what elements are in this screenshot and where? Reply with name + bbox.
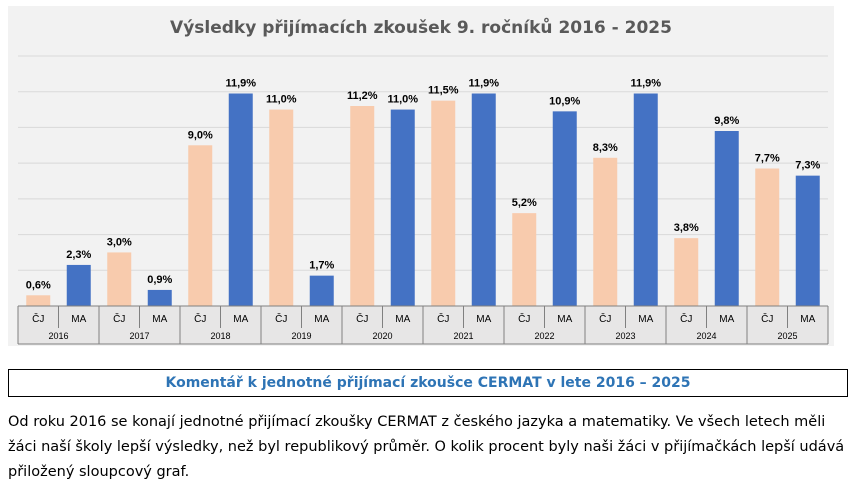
year-label-2020: 2020 xyxy=(372,331,392,341)
bar-cj-2018 xyxy=(188,145,213,306)
tick-label-ma: MA xyxy=(71,314,86,325)
bar-ma-2022 xyxy=(552,111,577,306)
tick-label-cj: ČJ xyxy=(113,312,125,325)
tick-label-ma: MA xyxy=(314,314,329,325)
gridlines xyxy=(18,55,828,271)
data-label-cj-2023: 8,3% xyxy=(593,142,618,154)
bar-cj-2020 xyxy=(350,106,375,306)
bar-ma-2021 xyxy=(471,93,496,306)
year-label-2025: 2025 xyxy=(777,331,797,341)
data-label-cj-2018: 9,0% xyxy=(188,129,213,141)
bar-cj-2017 xyxy=(107,252,132,306)
data-label-ma-2020: 11,0% xyxy=(387,94,418,106)
bar-ma-2025 xyxy=(795,175,820,306)
data-label-cj-2016: 0,6% xyxy=(26,279,51,291)
bar-cj-2016 xyxy=(26,295,51,306)
bar-ma-2023 xyxy=(633,93,658,306)
year-label-2017: 2017 xyxy=(129,331,149,341)
tick-label-ma: MA xyxy=(476,314,491,325)
tick-label-ma: MA xyxy=(800,314,815,325)
tick-label-cj: ČJ xyxy=(356,312,368,325)
comment-box: Komentář k jednotné přijímací zkoušce CE… xyxy=(8,369,848,397)
year-label-2021: 2021 xyxy=(453,331,473,341)
tick-label-ma: MA xyxy=(557,314,572,325)
bar-cj-2021 xyxy=(431,100,456,307)
bar-cj-2019 xyxy=(269,109,294,306)
data-label-cj-2025: 7,7% xyxy=(755,153,780,165)
comment-text: Od roku 2016 se konají jednotné přijímac… xyxy=(8,414,845,480)
bar-ma-2024 xyxy=(714,131,739,306)
data-label-ma-2016: 2,3% xyxy=(66,249,91,261)
tick-label-ma: MA xyxy=(233,314,248,325)
bar-ma-2016 xyxy=(66,264,91,306)
data-label-ma-2022: 10,9% xyxy=(549,95,580,107)
chart-panel: Výsledky přijímacích zkoušek 9. ročníků … xyxy=(8,6,834,346)
tick-label-cj: ČJ xyxy=(275,312,287,325)
tick-label-cj: ČJ xyxy=(437,312,449,325)
data-label-cj-2022: 5,2% xyxy=(512,197,537,209)
comment-title: Komentář k jednotné přijímací zkoušce CE… xyxy=(165,375,691,391)
data-label-ma-2024: 9,8% xyxy=(714,115,739,127)
year-label-2023: 2023 xyxy=(615,331,635,341)
chart-title: Výsledky přijímacích zkoušek 9. ročníků … xyxy=(170,16,672,38)
year-label-2022: 2022 xyxy=(534,331,554,341)
tick-label-cj: ČJ xyxy=(599,312,611,325)
data-label-cj-2017: 3,0% xyxy=(107,236,132,248)
bar-ma-2020 xyxy=(390,109,415,306)
tick-label-ma: MA xyxy=(152,314,167,325)
year-label-2024: 2024 xyxy=(696,331,716,341)
data-label-ma-2017: 0,9% xyxy=(147,274,172,286)
bar-ma-2017 xyxy=(147,289,172,306)
bar-chart: Výsledky přijímacích zkoušek 9. ročníků … xyxy=(17,16,829,345)
data-label-ma-2021: 11,9% xyxy=(468,78,499,90)
data-label-cj-2021: 11,5% xyxy=(428,85,459,97)
bars xyxy=(26,93,820,307)
bar-ma-2019 xyxy=(309,275,334,306)
data-label-ma-2023: 11,9% xyxy=(630,78,661,90)
tick-label-cj: ČJ xyxy=(761,312,773,325)
tick-label-cj: ČJ xyxy=(680,312,692,325)
year-label-2019: 2019 xyxy=(291,331,311,341)
data-label-ma-2019: 1,7% xyxy=(309,260,334,272)
bar-cj-2022 xyxy=(512,213,537,306)
data-label-ma-2018: 11,9% xyxy=(225,78,256,90)
data-label-cj-2024: 3,8% xyxy=(674,222,699,234)
bar-ma-2018 xyxy=(228,93,253,306)
tick-label-ma: MA xyxy=(719,314,734,325)
tick-label-ma: MA xyxy=(395,314,410,325)
year-label-2016: 2016 xyxy=(48,331,68,341)
tick-label-cj: ČJ xyxy=(518,312,530,325)
tick-label-cj: ČJ xyxy=(194,312,206,325)
data-labels: 0,6% 3,0% 9,0% 11,0% 11,2% 11,5% 5,2% 8,3% 3,8% 7… xyxy=(26,78,821,292)
bar-cj-2023 xyxy=(593,157,618,306)
data-label-ma-2025: 7,3% xyxy=(795,160,820,172)
data-label-cj-2019: 11,0% xyxy=(266,94,297,106)
data-label-cj-2020: 11,2% xyxy=(347,90,378,102)
tick-label-ma: MA xyxy=(638,314,653,325)
tick-label-cj: ČJ xyxy=(32,312,44,325)
bar-cj-2024 xyxy=(674,238,699,306)
year-label-2018: 2018 xyxy=(210,331,230,341)
bar-cj-2025 xyxy=(755,168,780,306)
